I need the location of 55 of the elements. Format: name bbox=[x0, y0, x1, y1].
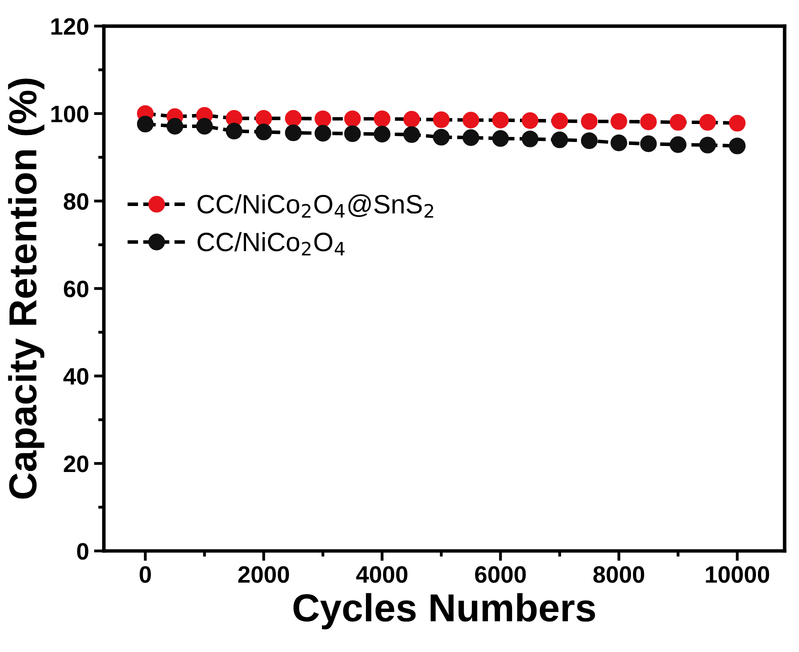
legend-label: CC/NiCo$_{2}$O$_{4}$@SnS$_{2}$ bbox=[198, 194, 434, 218]
point bbox=[580, 113, 598, 130]
x-tick-label: 4000 bbox=[356, 566, 408, 583]
point bbox=[610, 113, 628, 130]
point bbox=[344, 125, 361, 142]
y-tick-label: 120 bbox=[51, 18, 88, 35]
point bbox=[432, 128, 450, 146]
point bbox=[284, 110, 302, 127]
point bbox=[255, 124, 272, 140]
point bbox=[314, 124, 332, 142]
x-tick-label: 0 bbox=[140, 566, 151, 583]
point bbox=[522, 112, 538, 129]
point bbox=[580, 132, 598, 150]
point bbox=[551, 112, 568, 130]
x-tick-label: 2000 bbox=[238, 566, 289, 583]
x-tick-label: 10000 bbox=[706, 566, 770, 583]
point bbox=[196, 118, 213, 135]
point bbox=[728, 114, 746, 132]
point bbox=[166, 118, 184, 135]
point bbox=[551, 131, 568, 148]
point bbox=[284, 124, 302, 142]
point bbox=[728, 138, 746, 154]
y-tick-label: 100 bbox=[51, 106, 88, 122]
point bbox=[670, 114, 686, 131]
point bbox=[492, 130, 509, 147]
point bbox=[610, 134, 628, 152]
point bbox=[403, 110, 420, 128]
point bbox=[522, 130, 538, 148]
y-tick-label: 0 bbox=[77, 543, 88, 560]
point bbox=[462, 129, 480, 146]
point bbox=[640, 135, 657, 152]
point bbox=[344, 110, 361, 128]
x-tick-label: 8000 bbox=[593, 566, 644, 583]
point bbox=[670, 136, 686, 153]
legend-label: CC/NiCo$_{2}$O$_{4}$ bbox=[198, 232, 345, 256]
point bbox=[136, 116, 154, 132]
point bbox=[314, 110, 332, 128]
y-tick-label: 40 bbox=[63, 368, 88, 385]
y-tick-label: 80 bbox=[64, 193, 88, 210]
x-tick-label: 6000 bbox=[475, 566, 526, 583]
point bbox=[462, 112, 480, 128]
point bbox=[226, 122, 242, 140]
point bbox=[374, 110, 390, 128]
x-axis-title: Cycles Numbers bbox=[293, 593, 596, 630]
point bbox=[255, 110, 272, 127]
y-tick-label: 20 bbox=[64, 456, 88, 472]
point bbox=[699, 114, 716, 131]
point bbox=[699, 136, 716, 154]
point bbox=[374, 126, 390, 142]
y-axis-title: Capacity Retention (%) bbox=[8, 78, 44, 499]
point bbox=[640, 114, 657, 130]
point bbox=[492, 112, 509, 128]
point bbox=[403, 126, 420, 143]
point bbox=[432, 111, 450, 128]
y-tick-label: 60 bbox=[64, 280, 88, 298]
